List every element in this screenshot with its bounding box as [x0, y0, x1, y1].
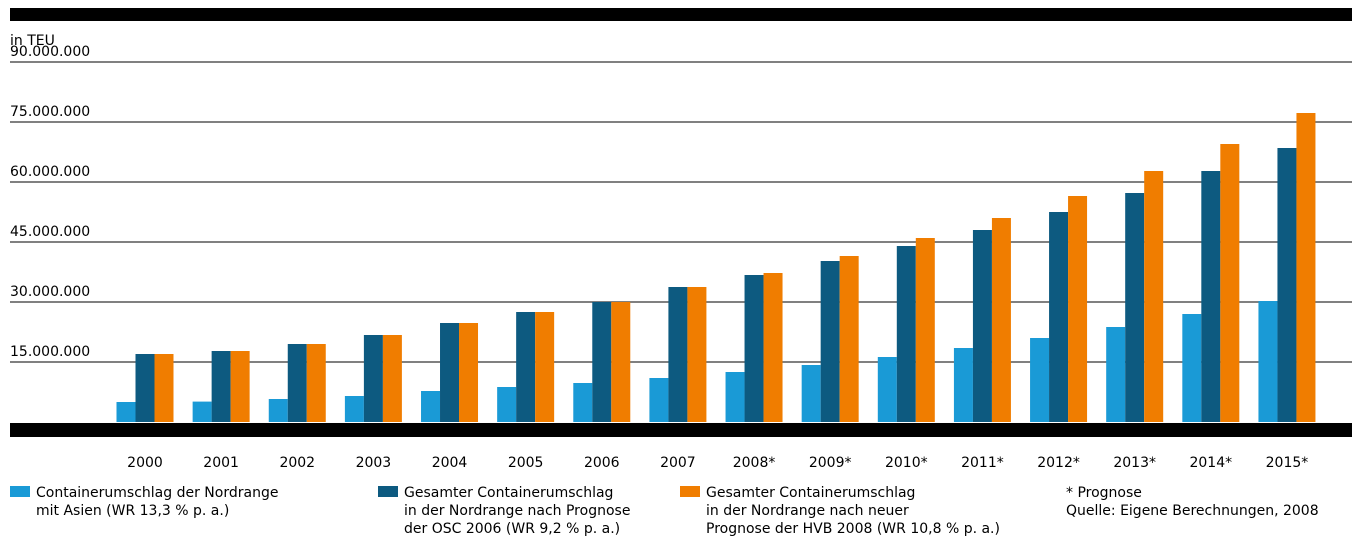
y-tick-label: 15.000.000	[10, 344, 90, 360]
bar	[668, 287, 688, 422]
x-tick-label: 2000	[127, 455, 163, 471]
y-tick-label: 60.000.000	[10, 164, 90, 180]
legend-swatch	[378, 486, 398, 497]
footnote: * Prognose	[1066, 485, 1142, 501]
bar	[344, 396, 364, 422]
bar	[1125, 193, 1145, 422]
bar	[991, 218, 1011, 422]
bar	[363, 335, 383, 422]
x-tick-label: 2003	[356, 455, 392, 471]
bar	[592, 302, 612, 422]
bar	[192, 401, 212, 422]
bar	[763, 273, 783, 422]
baseline-bar	[10, 423, 1352, 437]
x-tick-label: 2005	[508, 455, 544, 471]
legend-swatch	[680, 486, 700, 497]
bar	[915, 238, 935, 422]
bar	[687, 287, 707, 422]
bar	[744, 275, 764, 422]
x-tick-label: 2012*	[1037, 455, 1080, 471]
bar	[1030, 338, 1050, 422]
bar	[611, 302, 631, 422]
y-tick-label: 30.000.000	[10, 284, 90, 300]
x-tick-label: 2011*	[961, 455, 1004, 471]
x-tick-label: 2006	[584, 455, 620, 471]
bar	[154, 354, 174, 422]
bar	[535, 312, 555, 422]
bar	[1258, 301, 1278, 422]
x-tick-label: 2002	[279, 455, 315, 471]
top-bar	[10, 8, 1352, 21]
x-tick-label: 2010*	[885, 455, 928, 471]
x-tick-label: 2009*	[809, 455, 852, 471]
bar	[972, 230, 992, 422]
y-tick-label: 45.000.000	[10, 224, 90, 240]
bar	[440, 323, 460, 422]
bar	[382, 335, 402, 422]
legend-label: Containerumschlag der Nordrange mit Asien…	[36, 485, 278, 519]
bar	[1068, 196, 1088, 422]
bar	[459, 323, 479, 422]
bar	[306, 344, 326, 422]
legend-label: Gesamter Containerumschlag in der Nordran…	[706, 485, 1000, 537]
bar	[649, 378, 669, 422]
y-tick-label: 75.000.000	[10, 104, 90, 120]
bar	[1296, 113, 1316, 422]
bar	[230, 351, 250, 422]
x-tick-label: 2015*	[1266, 455, 1309, 471]
x-tick-label: 2007	[660, 455, 696, 471]
bar	[1049, 212, 1069, 422]
bar	[801, 365, 821, 422]
bar	[516, 312, 536, 422]
bar	[953, 348, 973, 422]
bar	[839, 256, 859, 422]
bar	[1106, 327, 1126, 422]
y-axis-label: in TEU	[10, 33, 55, 49]
bar	[421, 391, 441, 422]
bar	[820, 261, 840, 422]
bar	[135, 354, 155, 422]
y-tick-label: 90.000.000	[10, 44, 90, 60]
bar	[1182, 314, 1202, 422]
bar	[268, 399, 288, 422]
bar	[116, 402, 136, 422]
bar	[573, 383, 593, 422]
x-tick-label: 2013*	[1113, 455, 1156, 471]
bar	[1220, 144, 1240, 422]
bar	[211, 351, 231, 422]
bar	[1201, 171, 1221, 422]
x-tick-label: 2004	[432, 455, 468, 471]
bar	[725, 372, 745, 422]
x-tick-label: 2008*	[733, 455, 776, 471]
legend-label: Gesamter Containerumschlag in der Nordran…	[404, 485, 630, 537]
x-tick-label: 2001	[203, 455, 239, 471]
legend-swatch	[10, 486, 30, 497]
bar	[896, 246, 916, 422]
bar	[1277, 148, 1297, 422]
x-tick-label: 2014*	[1189, 455, 1232, 471]
bar	[497, 387, 517, 422]
bar	[287, 344, 307, 422]
bar	[877, 357, 897, 422]
bar	[1144, 171, 1164, 422]
source: Quelle: Eigene Berechnungen, 2008	[1066, 503, 1319, 519]
